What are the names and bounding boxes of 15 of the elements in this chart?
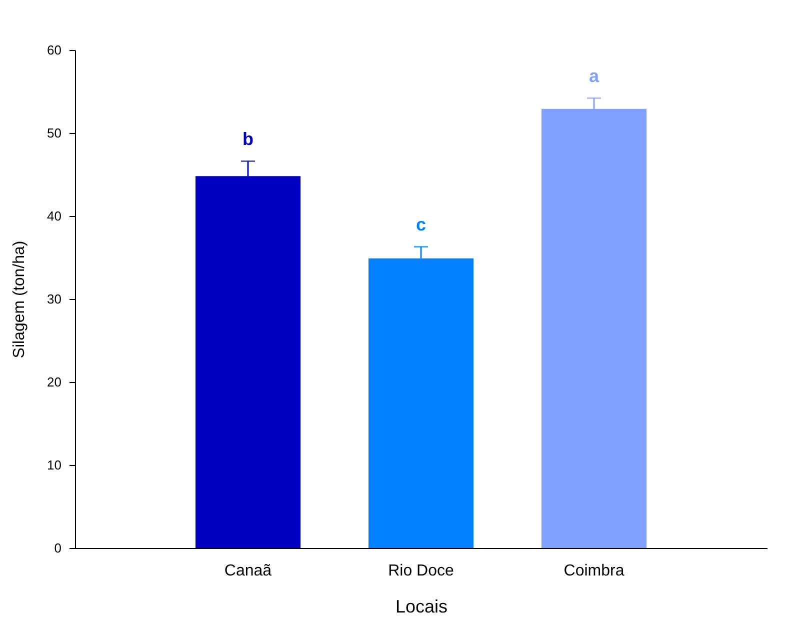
x-axis-title: Locais: [395, 596, 448, 616]
y-tick-label: 30: [47, 292, 62, 306]
y-tick-label: 40: [47, 208, 62, 224]
x-tick-label: Coimbra: [564, 562, 624, 580]
y-axis-title: Silagem (ton/ha): [11, 240, 28, 358]
x-tick-label: Rio Doce: [388, 562, 454, 580]
y-tick-label: 20: [47, 374, 62, 390]
x-tick-label: Canaã: [224, 562, 272, 580]
y-tick-label: 10: [47, 458, 62, 472]
y-tick-label: 60: [47, 42, 62, 58]
y-tick-label: 0: [54, 540, 62, 556]
annotation: b: [242, 129, 254, 150]
annotation: c: [416, 214, 426, 235]
annotation: a: [588, 66, 600, 86]
y-tick-label: 50: [47, 126, 62, 140]
